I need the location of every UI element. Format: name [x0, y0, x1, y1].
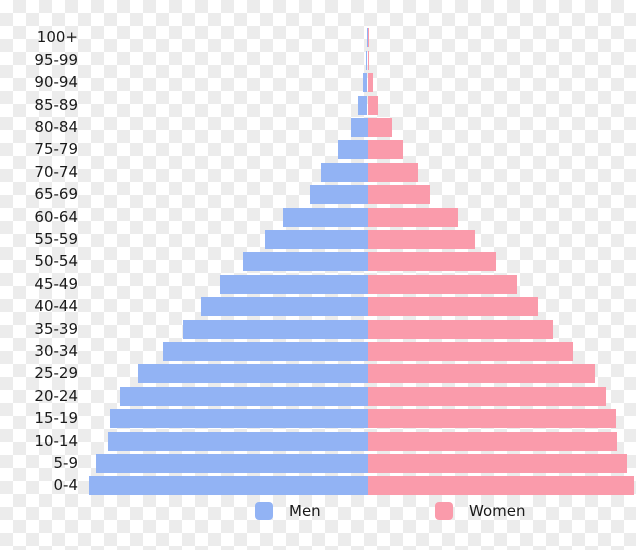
- legend-item-men: Men: [255, 502, 321, 520]
- women-bar-50-54: [367, 252, 496, 272]
- y-axis-label: 75-79: [34, 140, 78, 159]
- men-bar-85-89: [358, 95, 368, 115]
- men-bar-40-44: [201, 297, 368, 317]
- y-axis-label: 55-59: [34, 230, 78, 248]
- y-axis-label: 5-9: [53, 454, 79, 472]
- women-bar-0-4: [367, 476, 634, 496]
- women-bar-55-59: [367, 230, 475, 249]
- y-axis-label: 25-29: [34, 364, 78, 383]
- men-bar-65-69: [309, 185, 368, 205]
- women-bar-65-69: [367, 185, 430, 205]
- men-bar-0-4: [88, 476, 368, 496]
- men-bar-50-54: [242, 252, 368, 272]
- women-bar-60-64: [367, 207, 458, 227]
- y-axis-label: 15-19: [34, 409, 78, 428]
- y-axis-label: 85-89: [34, 95, 78, 114]
- y-axis-label: 0-4: [53, 476, 79, 495]
- women-bar-90-94: [367, 73, 373, 93]
- men-bar-35-39: [182, 319, 368, 339]
- women-bar-5-9: [367, 454, 627, 473]
- y-axis-label: 10-14: [34, 431, 78, 450]
- men-bar-25-29: [137, 364, 368, 384]
- women-bar-10-14: [367, 431, 617, 451]
- men-bar-5-9: [95, 454, 368, 473]
- men-bar-55-59: [264, 230, 368, 249]
- legend-label-women: Women: [469, 502, 526, 520]
- y-axis-label: 50-54: [34, 252, 78, 271]
- women-bar-35-39: [367, 319, 553, 339]
- legend: Men Women: [0, 502, 636, 526]
- men-bar-75-79: [337, 140, 368, 160]
- y-axis-label: 80-84: [34, 118, 78, 136]
- y-axis-label: 40-44: [34, 297, 78, 316]
- y-axis-label: 20-24: [34, 386, 78, 405]
- women-bar-15-19: [367, 409, 616, 429]
- men-bar-95-99: [366, 50, 368, 70]
- women-bar-45-49: [367, 274, 517, 294]
- women-bar-95-99: [367, 50, 369, 70]
- women-bar-85-89: [367, 95, 379, 115]
- y-axis-label: 65-69: [34, 185, 78, 204]
- men-bar-20-24: [120, 386, 368, 406]
- women-bar-30-34: [367, 342, 573, 361]
- y-axis-label: 30-34: [34, 342, 78, 360]
- men-bar-15-19: [109, 409, 368, 429]
- y-axis-label: 90-94: [34, 73, 78, 92]
- legend-item-women: Women: [435, 502, 525, 520]
- men-bar-45-49: [220, 274, 368, 294]
- women-bar-70-74: [367, 162, 418, 182]
- women-bar-25-29: [367, 364, 595, 384]
- y-axis-label: 95-99: [34, 50, 78, 69]
- men-bar-60-64: [282, 207, 368, 227]
- legend-label-men: Men: [289, 502, 321, 520]
- women-bar-80-84: [367, 118, 392, 137]
- y-axis-label: 60-64: [34, 207, 78, 226]
- men-bar-10-14: [107, 431, 368, 451]
- men-bar-80-84: [351, 118, 368, 137]
- women-bar-75-79: [367, 140, 403, 160]
- y-axis-label: 70-74: [34, 162, 78, 181]
- men-bar-30-34: [162, 342, 368, 361]
- y-axis-label: 45-49: [34, 274, 78, 293]
- y-axis-label: 100+: [36, 28, 78, 47]
- men-bar-70-74: [320, 162, 368, 182]
- women-bar-40-44: [367, 297, 538, 317]
- y-axis-label: 35-39: [34, 319, 78, 338]
- men-color-swatch: [255, 502, 273, 520]
- women-color-swatch: [435, 502, 453, 520]
- women-bar-20-24: [367, 386, 606, 406]
- men-bar-90-94: [363, 73, 368, 93]
